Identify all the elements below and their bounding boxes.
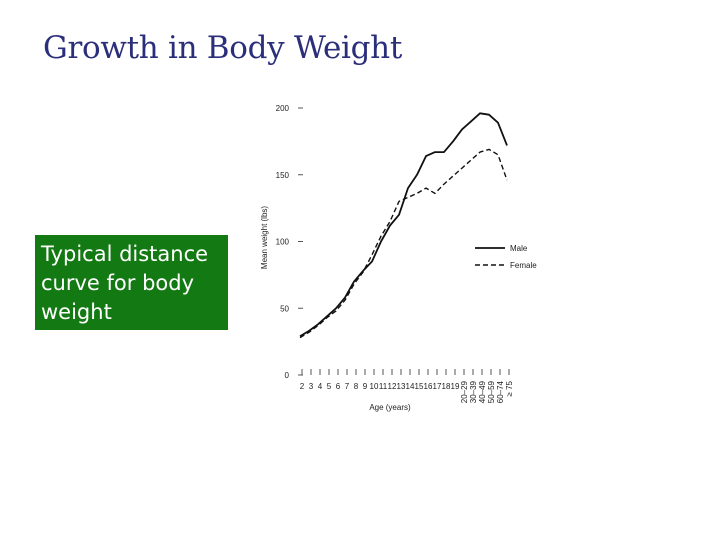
x-tick-label: 5	[327, 382, 332, 391]
slide-title: Growth in Body Weight	[43, 30, 403, 66]
legend-label-male: Male	[510, 244, 528, 253]
x-tick-label: 9	[363, 382, 368, 391]
x-axis-label: Age (years)	[369, 403, 411, 412]
x-tick-label: 2	[300, 382, 305, 391]
x-tick-label: 17	[433, 382, 442, 391]
legend-label-female: Female	[510, 261, 537, 270]
y-tick-label: 0	[285, 371, 290, 380]
y-axis-label: Mean weight (lbs)	[260, 206, 269, 269]
x-tick-label: 13	[397, 382, 406, 391]
caption-box: Typical distance curve for body weight	[35, 235, 228, 330]
x-tick-label: 19	[451, 382, 460, 391]
x-tick-label: 15	[415, 382, 424, 391]
x-tick-label: 7	[345, 382, 350, 391]
x-tick-label: 6	[336, 382, 341, 391]
x-tick-label: 8	[354, 382, 359, 391]
x-tick-label: 12	[388, 382, 397, 391]
series-line-female	[299, 148, 508, 339]
x-tick-label: 40–49	[478, 380, 487, 403]
x-tick-label: 10	[370, 382, 379, 391]
x-tick-label: 16	[424, 382, 433, 391]
x-tick-label: ≥ 75	[505, 380, 514, 396]
x-tick-label: 3	[309, 382, 314, 391]
x-tick-label: 30–39	[469, 380, 478, 403]
y-tick-label: 150	[276, 171, 290, 180]
x-tick-label: 50–59	[487, 380, 496, 403]
x-tick-label: 20–29	[460, 380, 469, 403]
x-tick-label: 4	[318, 382, 323, 391]
x-tick-label: 11	[379, 382, 388, 391]
y-tick-label: 200	[276, 104, 290, 113]
y-tick-label: 50	[280, 304, 289, 313]
x-tick-label: 60–74	[496, 380, 505, 403]
caption-text: Typical distance curve for body weight	[41, 242, 209, 324]
x-tick-label: 14	[406, 382, 415, 391]
x-tick-label: 18	[442, 382, 451, 391]
y-tick-label: 100	[276, 238, 290, 247]
series-line-male	[299, 112, 508, 338]
